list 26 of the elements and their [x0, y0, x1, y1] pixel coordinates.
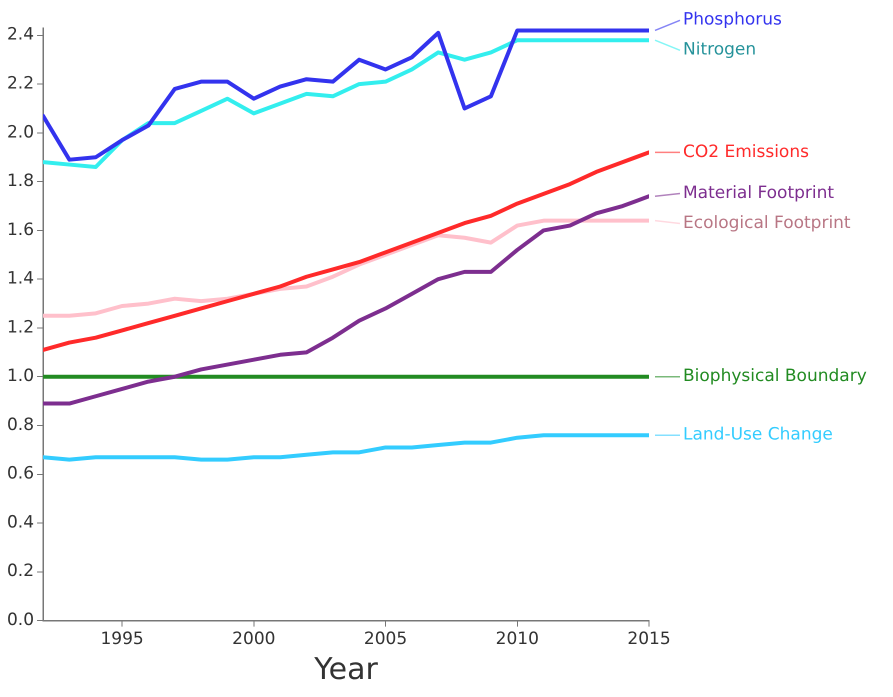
- y-tick-label: 0.8: [6, 414, 34, 435]
- legend-label: Land-Use Change: [683, 424, 833, 445]
- legend-label: Material Footprint: [683, 182, 834, 203]
- y-tick-label: 0.0: [6, 610, 34, 630]
- y-tick-label: 2.4: [6, 24, 34, 45]
- legend-label: CO2 Emissions: [683, 142, 810, 162]
- y-tick-label: 0.6: [6, 464, 34, 484]
- x-tick-label: 2015: [627, 629, 671, 650]
- y-tick-label: 1.4: [6, 268, 34, 289]
- legend-label: Nitrogen: [683, 40, 756, 60]
- y-tick-label: 0.4: [6, 512, 34, 532]
- y-tick-label: 0.2: [6, 561, 34, 582]
- y-tick-label: 2.2: [6, 74, 34, 94]
- y-tick-label: 2.0: [6, 122, 34, 142]
- legend-label: Ecological Footprint: [683, 212, 851, 233]
- y-tick-label: 1.6: [6, 220, 34, 240]
- x-tick-label: 2005: [364, 629, 408, 650]
- x-axis-title: Year: [313, 652, 378, 687]
- x-tick-label: 2000: [232, 629, 276, 650]
- y-tick-label: 1.2: [6, 317, 34, 338]
- x-tick-label: 2010: [496, 629, 539, 650]
- x-tick-label: 1995: [100, 629, 144, 650]
- y-tick-label: 1.0: [6, 366, 34, 386]
- y-tick-label: 1.8: [6, 171, 34, 192]
- legend-label: Biophysical Boundary: [683, 366, 867, 386]
- legend-label: Phosphorus: [683, 10, 782, 30]
